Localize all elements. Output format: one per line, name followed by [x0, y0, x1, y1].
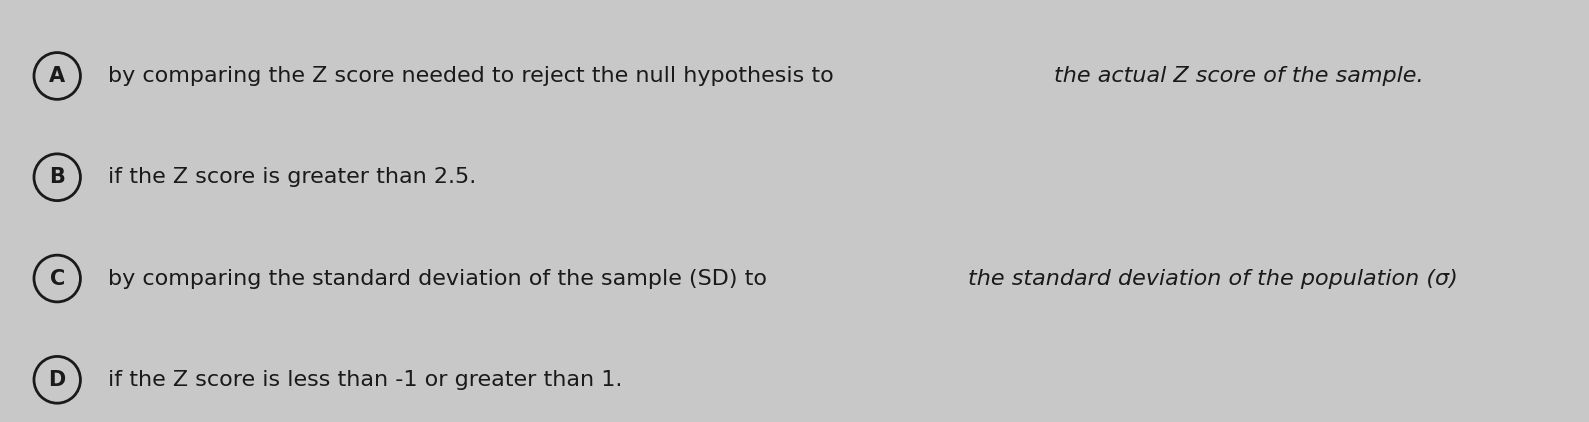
Text: if the Z score is less than -1 or greater than 1.: if the Z score is less than -1 or greate… [108, 370, 623, 390]
Text: A: A [49, 66, 65, 86]
Text: D: D [49, 370, 65, 390]
Text: if the Z score is greater than 2.5.: if the Z score is greater than 2.5. [108, 167, 477, 187]
Text: C: C [49, 268, 65, 289]
Text: B: B [49, 167, 65, 187]
Text: by comparing the Z score needed to reject the null hypothesis to: by comparing the Z score needed to rejec… [108, 66, 841, 86]
Text: by comparing the standard deviation of the sample (SD) to: by comparing the standard deviation of t… [108, 268, 774, 289]
Text: the standard deviation of the population (σ): the standard deviation of the population… [968, 268, 1457, 289]
Text: the actual Z score of the sample.: the actual Z score of the sample. [1054, 66, 1424, 86]
